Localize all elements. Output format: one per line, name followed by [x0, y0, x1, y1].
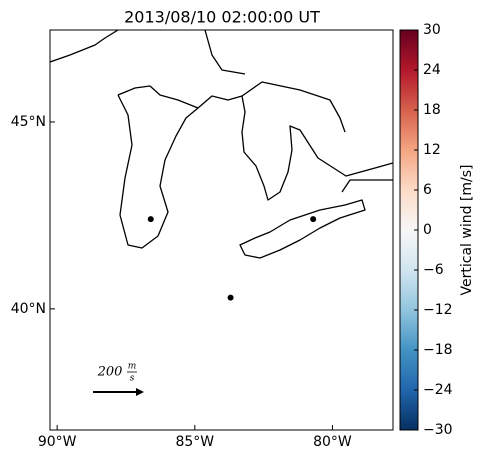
colorbar-tick-label: −30: [423, 422, 453, 438]
quiver-key: 200 m s: [93, 362, 144, 396]
y-tick-label: 40°N: [11, 301, 46, 317]
quiver-key-unit-bottom: s: [130, 374, 135, 384]
x-tick-label: 80°W: [313, 434, 352, 450]
colorbar-tick-label: −6: [423, 262, 444, 278]
arrow-head: [136, 388, 144, 396]
colorbar-tick-label: 24: [423, 62, 441, 78]
map-frame: [49, 29, 394, 431]
colorbar-tick-label: 18: [423, 102, 441, 118]
station-point: [227, 294, 234, 301]
x-tick-label: 90°W: [38, 434, 77, 450]
colorbar-tick-label: 6: [423, 182, 432, 198]
colorbar-tick-label: 0: [423, 222, 432, 238]
colorbar-tick-label: 12: [423, 142, 441, 158]
station-point: [310, 216, 317, 223]
quiver-key-label: 200: [97, 365, 123, 380]
colorbar-tick-label: −24: [423, 382, 453, 398]
station-point: [147, 216, 154, 223]
colorbar-tick-label: −12: [423, 302, 453, 318]
coastlines: [50, 30, 393, 259]
x-tick-label: 85°W: [175, 434, 214, 450]
colorbar-tick-label: 30: [423, 22, 441, 38]
colorbar-label: Vertical wind [m/s]: [459, 165, 475, 296]
colorbar-tick-label: −18: [423, 342, 453, 358]
quiver-key-unit-top: m: [128, 362, 137, 372]
chart-title: 2013/08/10 02:00:00 UT: [124, 8, 320, 27]
y-tick-label: 45°N: [11, 114, 46, 130]
